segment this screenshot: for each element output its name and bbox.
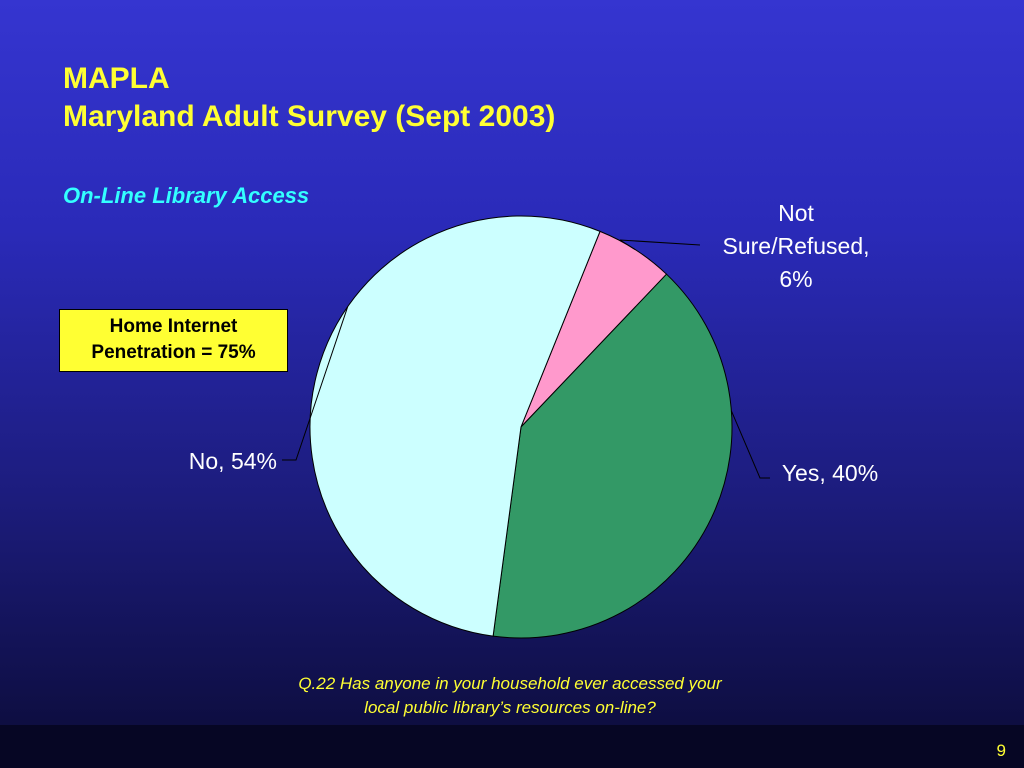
leader-line-not-sure-refused <box>619 239 701 251</box>
page-number: 9 <box>996 741 1006 760</box>
pie-slice-no <box>309 215 601 637</box>
survey-question: Q.22 Has anyone in your household ever a… <box>230 672 790 720</box>
data-label-no: No, 54% <box>189 448 277 474</box>
data-label-line: Sure/Refused, <box>722 233 869 259</box>
data-label-line: Not <box>778 200 814 226</box>
data-label-line: Yes, 40% <box>782 460 878 486</box>
question-line-1: Q.22 Has anyone in your household ever a… <box>298 674 722 693</box>
chart-subtitle: On-Line Library Access <box>63 183 310 208</box>
leader-lines <box>282 239 770 479</box>
pie-slice-yes <box>492 273 733 639</box>
data-labels: Not Sure/Refused, 6% Yes, 40% No, 54% <box>189 200 878 486</box>
data-label-line: 6% <box>779 266 812 292</box>
leader-line-no <box>282 306 349 461</box>
footer-bar: 9 <box>0 725 1024 768</box>
leader-line-yes <box>730 410 770 479</box>
callout-line-2: Penetration = 75% <box>91 342 256 363</box>
callout-line-1: Home Internet <box>109 316 238 337</box>
title-line-1: MAPLA <box>63 62 170 95</box>
slide-title: MAPLA Maryland Adult Survey (Sept 2003) <box>63 60 555 136</box>
title-line-2: Maryland Adult Survey (Sept 2003) <box>63 100 556 133</box>
data-label-yes: Yes, 40% <box>782 460 878 486</box>
data-label-not-sure-refused: Not Sure/Refused, 6% <box>722 200 869 292</box>
data-label-line: No, 54% <box>189 448 277 474</box>
question-line-2: local public library’s resources on-line… <box>364 698 656 717</box>
internet-penetration-callout: Home Internet Penetration = 75% <box>59 309 288 372</box>
pie-slices <box>309 215 733 639</box>
